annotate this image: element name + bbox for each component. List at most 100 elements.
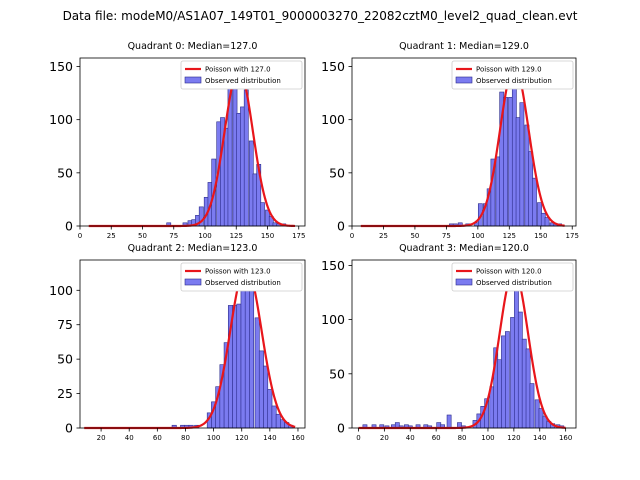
quadrant-2-xtick-label: 160 xyxy=(291,434,304,442)
quadrant-3-xtick-label: 120 xyxy=(507,434,520,442)
quadrant-0-xtick-label: 50 xyxy=(138,232,147,240)
quadrant-3-bar xyxy=(521,338,527,429)
quadrant-3-bar xyxy=(505,331,510,429)
quadrant-2-legend-box xyxy=(180,262,303,292)
quadrant-3-bar xyxy=(514,272,519,429)
quadrant-2-bar xyxy=(267,389,273,429)
quadrant-3-xtick-label: 100 xyxy=(481,434,494,442)
quadrant-0-ytick-label: 0 xyxy=(65,219,73,234)
quadrant-2-legend-bar-swatch xyxy=(184,278,202,286)
quadrant-3-bar xyxy=(510,317,515,429)
quadrant-1-ytick-label: 150 xyxy=(321,59,345,74)
quadrant-3-ytick-label: 0 xyxy=(337,421,345,436)
quadrant-0-axes-frame xyxy=(79,57,306,227)
quadrant-1-xtick-label: 75 xyxy=(442,232,451,240)
quadrant-2-legend-fit-label: Poisson with 123.0 xyxy=(205,268,271,276)
quadrant-2-bar xyxy=(240,285,246,429)
quadrant-3-bar xyxy=(446,414,452,429)
quadrant-2-chart: Quadrant 2: Median=123.0 20 40 60 80 100 120 14… xyxy=(49,243,306,442)
quadrant-1-xtick-label: 150 xyxy=(534,232,547,240)
quadrant-0-xtick-label: 75 xyxy=(169,232,178,240)
quadrant-3-legend-observed-label: Observed distribution xyxy=(476,279,552,287)
quadrant-1-xtick-label: 50 xyxy=(410,232,419,240)
figure-title: Data file: modeM0/AS1A07_149T01_90000032… xyxy=(63,9,578,23)
quadrant-3-bar xyxy=(517,311,523,429)
quadrant-0-xtick-label: 175 xyxy=(292,232,305,240)
quadrant-1-ytick-label: 0 xyxy=(337,219,345,234)
quadrant-2-legend: Poisson with 123.0 Observed distribution xyxy=(180,262,303,292)
quadrant-1-legend: Poisson with 129.0 Observed distribution xyxy=(451,60,574,90)
quadrant-1-xtick-label: 0 xyxy=(350,232,354,240)
quadrant-3-ytick-label: 150 xyxy=(321,258,345,273)
quadrant-1-xtick-label: 100 xyxy=(471,232,484,240)
quadrant-3-ytick-label: 100 xyxy=(321,312,345,327)
quadrant-2-bar xyxy=(236,303,242,429)
quadrant-2-xtick-label: 20 xyxy=(97,434,106,442)
quadrant-1-legend-observed-label: Observed distribution xyxy=(476,77,552,85)
quadrant-3-ytick-label: 50 xyxy=(329,366,345,381)
panels: Quadrant 0: Median=127.0 0 25 50 75 100 125 150… xyxy=(49,41,579,442)
quadrant-3-xtick-label: 20 xyxy=(380,434,389,442)
quadrant-3-axes-frame xyxy=(351,259,577,429)
quadrant-2-xtick-label: 140 xyxy=(263,434,276,442)
quadrant-1-axes-frame xyxy=(351,57,577,227)
quadrant-0-xtick-label: 100 xyxy=(198,232,211,240)
quadrant-3-poisson-curve xyxy=(358,269,566,430)
quadrant-2-title: Quadrant 2: Median=123.0 xyxy=(128,243,258,254)
quadrant-3-xtick-label: 160 xyxy=(559,434,572,442)
quadrant-3-bar xyxy=(538,408,544,429)
quadrant-0-legend-fit-label: Poisson with 127.0 xyxy=(205,66,271,74)
quadrant-1-xtick-label: 175 xyxy=(566,232,579,240)
quadrant-3-legend: Poisson with 120.0 Observed distribution xyxy=(451,262,574,292)
quadrant-2-xtick-label: 100 xyxy=(207,434,220,442)
quadrant-3-xtick-label: 140 xyxy=(533,434,546,442)
quadrant-2-xtick-label: 60 xyxy=(153,434,162,442)
quadrant-1-bar xyxy=(503,97,508,227)
quadrant-0-ytick-label: 100 xyxy=(49,112,73,127)
quadrant-1-bar xyxy=(532,177,537,227)
quadrant-0-xtick-label: 25 xyxy=(107,232,116,240)
quadrant-3-xtick-label: 60 xyxy=(432,434,441,442)
quadrant-0-legend-observed-label: Observed distribution xyxy=(205,77,281,85)
quadrant-3-legend-box xyxy=(451,262,574,292)
quadrant-3-chart: Quadrant 3: Median=120.0 0 20 40 60 80 100 120 1… xyxy=(321,243,577,442)
quadrant-1-ytick-label: 50 xyxy=(329,165,345,180)
quadrant-1-title: Quadrant 1: Median=129.0 xyxy=(399,41,529,52)
quadrant-0-legend-box xyxy=(180,60,303,90)
quadrant-2-axes-frame xyxy=(79,259,306,429)
quadrant-3-bar xyxy=(497,359,502,429)
quadrant-2-ytick-label: 50 xyxy=(57,352,73,367)
quadrant-2-xtick-label: 40 xyxy=(125,434,134,442)
quadrant-1-xtick-label: 125 xyxy=(503,232,516,240)
quadrant-0-legend: Poisson with 127.0 Observed distribution xyxy=(180,60,303,90)
quadrant-3-bar xyxy=(529,383,535,429)
quadrant-1-bar xyxy=(519,102,525,227)
quadrant-2-xtick-label: 120 xyxy=(235,434,248,442)
quadrant-2-bar xyxy=(244,276,250,429)
quadrant-0-xtick-label: 125 xyxy=(230,232,243,240)
quadrant-2-ytick-label: 75 xyxy=(57,317,73,332)
quadrant-1-legend-fit-label: Poisson with 129.0 xyxy=(476,66,542,74)
quadrant-3-bar xyxy=(534,399,540,429)
quadrant-2-bar xyxy=(263,365,269,429)
quadrant-1-chart: Quadrant 1: Median=129.0 0 25 50 75 100 125 150… xyxy=(321,41,579,240)
quadrant-2-bar xyxy=(254,317,260,429)
quadrant-0-xtick-label: 0 xyxy=(78,232,82,240)
quadrant-0-bar xyxy=(243,89,249,227)
quadrant-0-legend-bar-swatch xyxy=(184,76,202,84)
quadrant-1-xtick-label: 25 xyxy=(379,232,388,240)
quadrant-1-ytick-label: 100 xyxy=(321,112,345,127)
quadrant-3-title: Quadrant 3: Median=120.0 xyxy=(399,243,529,254)
quadrant-2-bar xyxy=(275,413,281,429)
quadrant-2-ytick-label: 0 xyxy=(65,421,73,436)
quadrant-0-ytick-label: 50 xyxy=(57,165,73,180)
quadrant-3-xtick-label: 80 xyxy=(458,434,467,442)
quadrant-2-xtick-label: 80 xyxy=(181,434,190,442)
quadrant-2-ytick-label: 100 xyxy=(49,283,73,298)
quadrant-0-title: Quadrant 0: Median=127.0 xyxy=(128,41,258,52)
quadrant-0-ytick-label: 150 xyxy=(49,59,73,74)
quadrant-3-legend-bar-swatch xyxy=(455,278,473,286)
quadrant-3-bar xyxy=(501,335,506,429)
quadrant-2-ytick-label: 25 xyxy=(57,386,73,401)
